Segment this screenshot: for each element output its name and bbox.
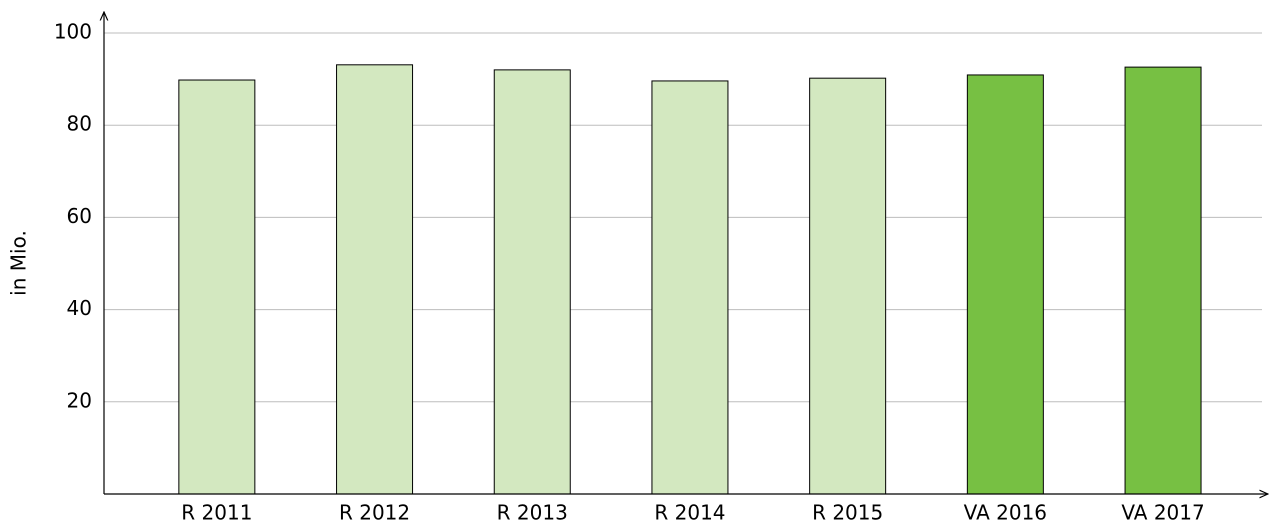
y-tick-label: 60: [67, 204, 92, 228]
x-tick-label: R 2014: [654, 501, 725, 525]
bar: [966, 74, 1044, 495]
x-tick-label: VA 2017: [1121, 501, 1204, 525]
bar: [651, 80, 729, 495]
y-tick-label: 40: [67, 296, 92, 320]
bar: [1124, 66, 1202, 495]
x-tick-label: VA 2016: [964, 501, 1047, 525]
x-tick-label: R 2011: [181, 501, 252, 525]
bar: [809, 77, 887, 495]
x-tick-label: R 2012: [339, 501, 410, 525]
bar: [336, 64, 414, 495]
x-tick-label: R 2013: [497, 501, 568, 525]
bar: [178, 79, 256, 495]
bar: [493, 69, 571, 495]
x-tick-label: R 2015: [812, 501, 883, 525]
y-tick-label: 20: [67, 388, 92, 412]
bars: [178, 64, 1202, 495]
y-axis-label: in Mio.: [7, 230, 31, 296]
y-tick-label: 80: [67, 112, 92, 136]
y-tick-label: 100: [54, 20, 92, 44]
